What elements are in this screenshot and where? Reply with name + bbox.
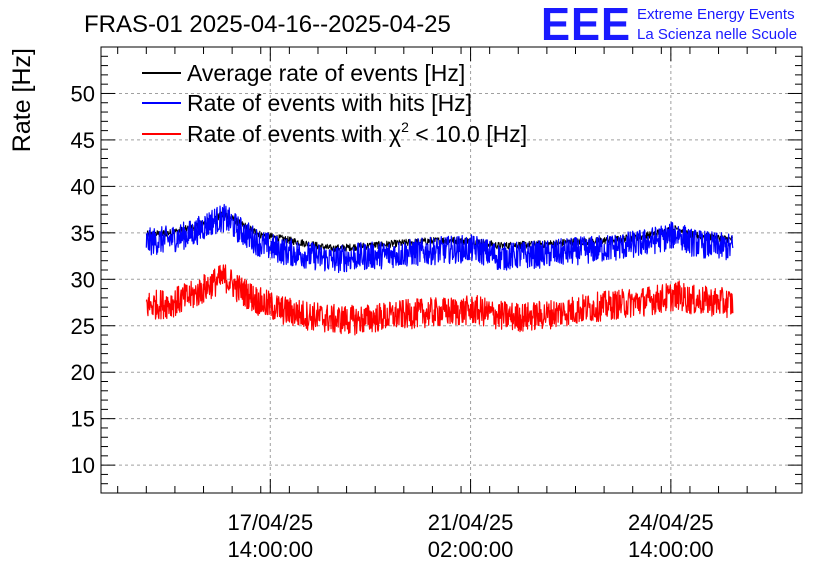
legend-chi2-sup: 2 [401, 119, 409, 135]
y-tick-label: 30 [71, 267, 95, 292]
y-axis-label: Rate [Hz] [8, 48, 36, 152]
y-tick-labels: 10 15 20 25 30 35 40 45 50 [71, 81, 95, 478]
eee-logo-line2: La Scienza nelle Scuole [637, 26, 797, 43]
y-tick-label: 15 [71, 407, 95, 432]
series-line-2 [145, 203, 734, 274]
series-line-3 [145, 264, 734, 336]
legend-label-hits: Rate of events with hits [Hz] [187, 90, 472, 116]
eee-logo-mark: EEE [541, 0, 631, 50]
legend-chi2-suffix: < 10.0 [Hz] [409, 121, 527, 147]
chart-title: FRAS-01 2025-04-16--2025-04-25 [84, 11, 451, 38]
y-tick-label: 10 [71, 453, 95, 478]
y-tick-label: 40 [71, 174, 95, 199]
y-tick-label: 25 [71, 314, 95, 339]
y-tick-label: 20 [71, 360, 95, 385]
axis-ticks [101, 47, 802, 494]
x-tick-label-time: 14:00:00 [227, 537, 313, 562]
x-tick-label-time: 14:00:00 [628, 537, 714, 562]
x-tick-label-date: 17/04/25 [227, 510, 313, 535]
eee-logo: EEE Extreme Energy Events La Scienza nel… [541, 0, 797, 50]
y-tick-label: 50 [71, 81, 95, 106]
y-tick-label: 35 [71, 221, 95, 246]
legend-chi2-symbol: χ [389, 121, 401, 147]
y-tick-label: 45 [71, 128, 95, 153]
eee-logo-line1: Extreme Energy Events [637, 6, 795, 23]
legend-chi2-prefix: Rate of events with [187, 121, 389, 147]
legend: Average rate of events [Hz] Rate of even… [142, 60, 527, 147]
legend-label-average: Average rate of events [Hz] [187, 60, 465, 86]
series-group [145, 203, 734, 336]
x-tick-labels: 17/04/2514:00:0021/04/2502:00:0024/04/25… [227, 510, 713, 562]
x-tick-label-time: 02:00:00 [428, 537, 514, 562]
x-tick-label-date: 21/04/25 [428, 510, 514, 535]
legend-label-chi2: Rate of events with χ2 < 10.0 [Hz] [187, 119, 527, 147]
grid-lines [101, 47, 802, 493]
x-tick-label-date: 24/04/25 [628, 510, 714, 535]
